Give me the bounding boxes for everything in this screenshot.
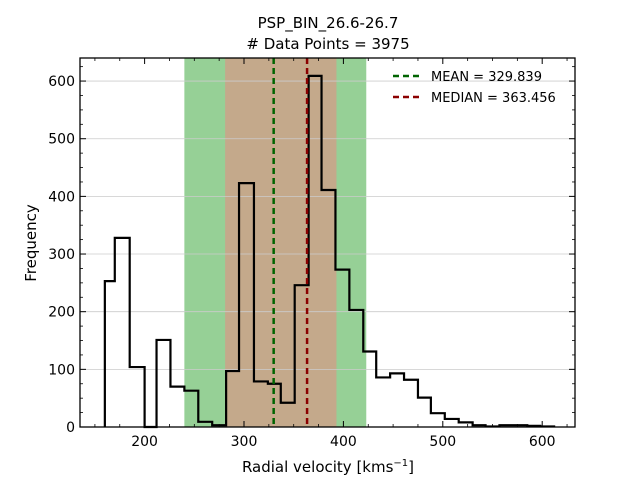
histogram-bin: [105, 281, 115, 427]
histogram-bin: [445, 419, 459, 427]
chart-title: PSP_BIN_26.6-26.7: [258, 14, 399, 33]
legend-mean-label: MEAN = 329.839: [431, 70, 542, 85]
histogram-bin: [390, 373, 404, 427]
histogram-bin: [130, 367, 145, 427]
x-tick-label: 600: [529, 434, 556, 450]
ticks-layer: 200 300 400 500 600 0 100 200 300 400 500 600: [48, 58, 575, 450]
histogram-bin: [170, 387, 184, 427]
histogram-bin: [157, 340, 171, 427]
y-tick-label: 600: [48, 74, 75, 90]
band-1: [225, 58, 337, 427]
reference-lines-layer: [272, 58, 309, 427]
y-tick-label: 400: [48, 189, 75, 205]
x-axis-label-superscript: −1: [393, 458, 408, 469]
histogram-bin: [376, 377, 390, 427]
plot-frame: [79, 57, 576, 428]
y-tick-label: 0: [66, 420, 75, 436]
histogram-outline: [103, 74, 556, 429]
y-tick-label: 100: [48, 362, 75, 378]
x-tick-label: 400: [330, 434, 357, 450]
x-tick-label: 500: [429, 434, 456, 450]
bands-layer: [184, 58, 367, 427]
chart-subtitle: # Data Points = 3975: [246, 35, 409, 53]
y-tick-label: 300: [48, 247, 75, 263]
y-axis-label: Frequency: [22, 204, 40, 282]
x-tick-label: 200: [131, 434, 158, 450]
histogram-layer: [103, 74, 556, 429]
y-tick-label: 500: [48, 132, 75, 148]
y-tick-label: 200: [48, 305, 75, 321]
x-axis-label-main: Radial velocity [kms: [242, 458, 394, 476]
x-axis-label: Radial velocity [kms−1]: [242, 458, 414, 476]
legend: MEAN = 329.839 MEDIAN = 363.456: [393, 70, 556, 106]
legend-median-label: MEDIAN = 363.456: [431, 91, 556, 106]
x-tick-label: 300: [231, 434, 258, 450]
grid-layer: [80, 80, 575, 370]
histogram-bin: [418, 398, 431, 427]
histogram-bin: [404, 380, 418, 427]
x-axis-label-end: ]: [408, 458, 414, 476]
histogram-bin: [115, 238, 130, 427]
